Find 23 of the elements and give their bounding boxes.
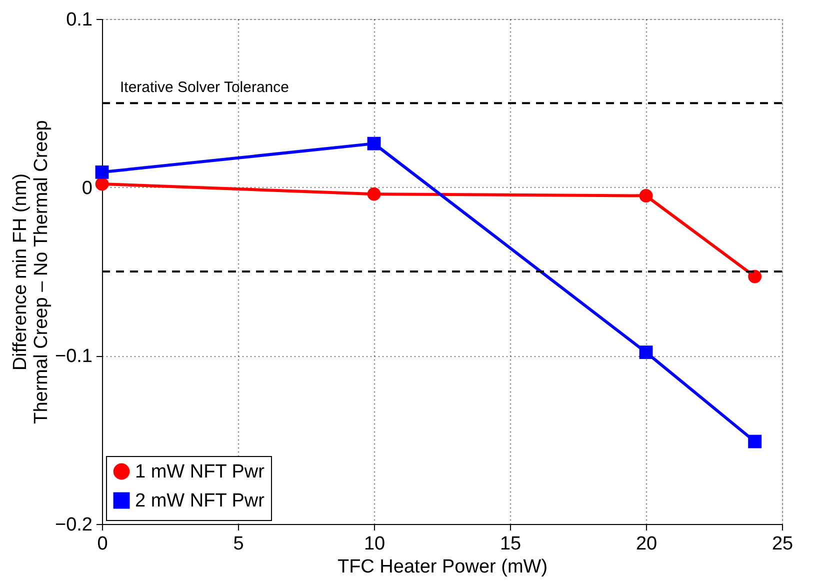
x-tick-label: 20	[636, 534, 658, 554]
x-tick-label: 0	[97, 534, 108, 554]
point	[639, 346, 653, 360]
point	[367, 136, 381, 150]
legend-label: 1 mW NFT Pwr	[135, 462, 266, 482]
y-tick-label: 0.1	[66, 10, 92, 30]
x-axis-title: TFC Heater Power (mW)	[337, 556, 548, 578]
legend-label: 2 mW NFT Pwr	[135, 490, 266, 512]
point	[95, 165, 109, 179]
point	[367, 187, 381, 201]
ref-line-label: Iterative Solver Tolerance	[120, 79, 289, 96]
x-tick-label: 25	[772, 534, 794, 554]
y-tick-label: 0	[82, 178, 92, 199]
y-tick-label: −0.2	[54, 514, 92, 536]
point	[639, 189, 653, 202]
x-tick-label: 5	[233, 534, 244, 554]
y-tick-label: −0.1	[54, 346, 92, 368]
x-tick-label: 10	[364, 534, 386, 554]
point	[748, 270, 762, 284]
point	[95, 177, 109, 191]
x-tick-label: 15	[500, 534, 522, 554]
y-axis-title: Difference min FH (nm) Thermal Creep – No Thermal Creep	[10, 120, 52, 424]
point	[748, 434, 762, 448]
